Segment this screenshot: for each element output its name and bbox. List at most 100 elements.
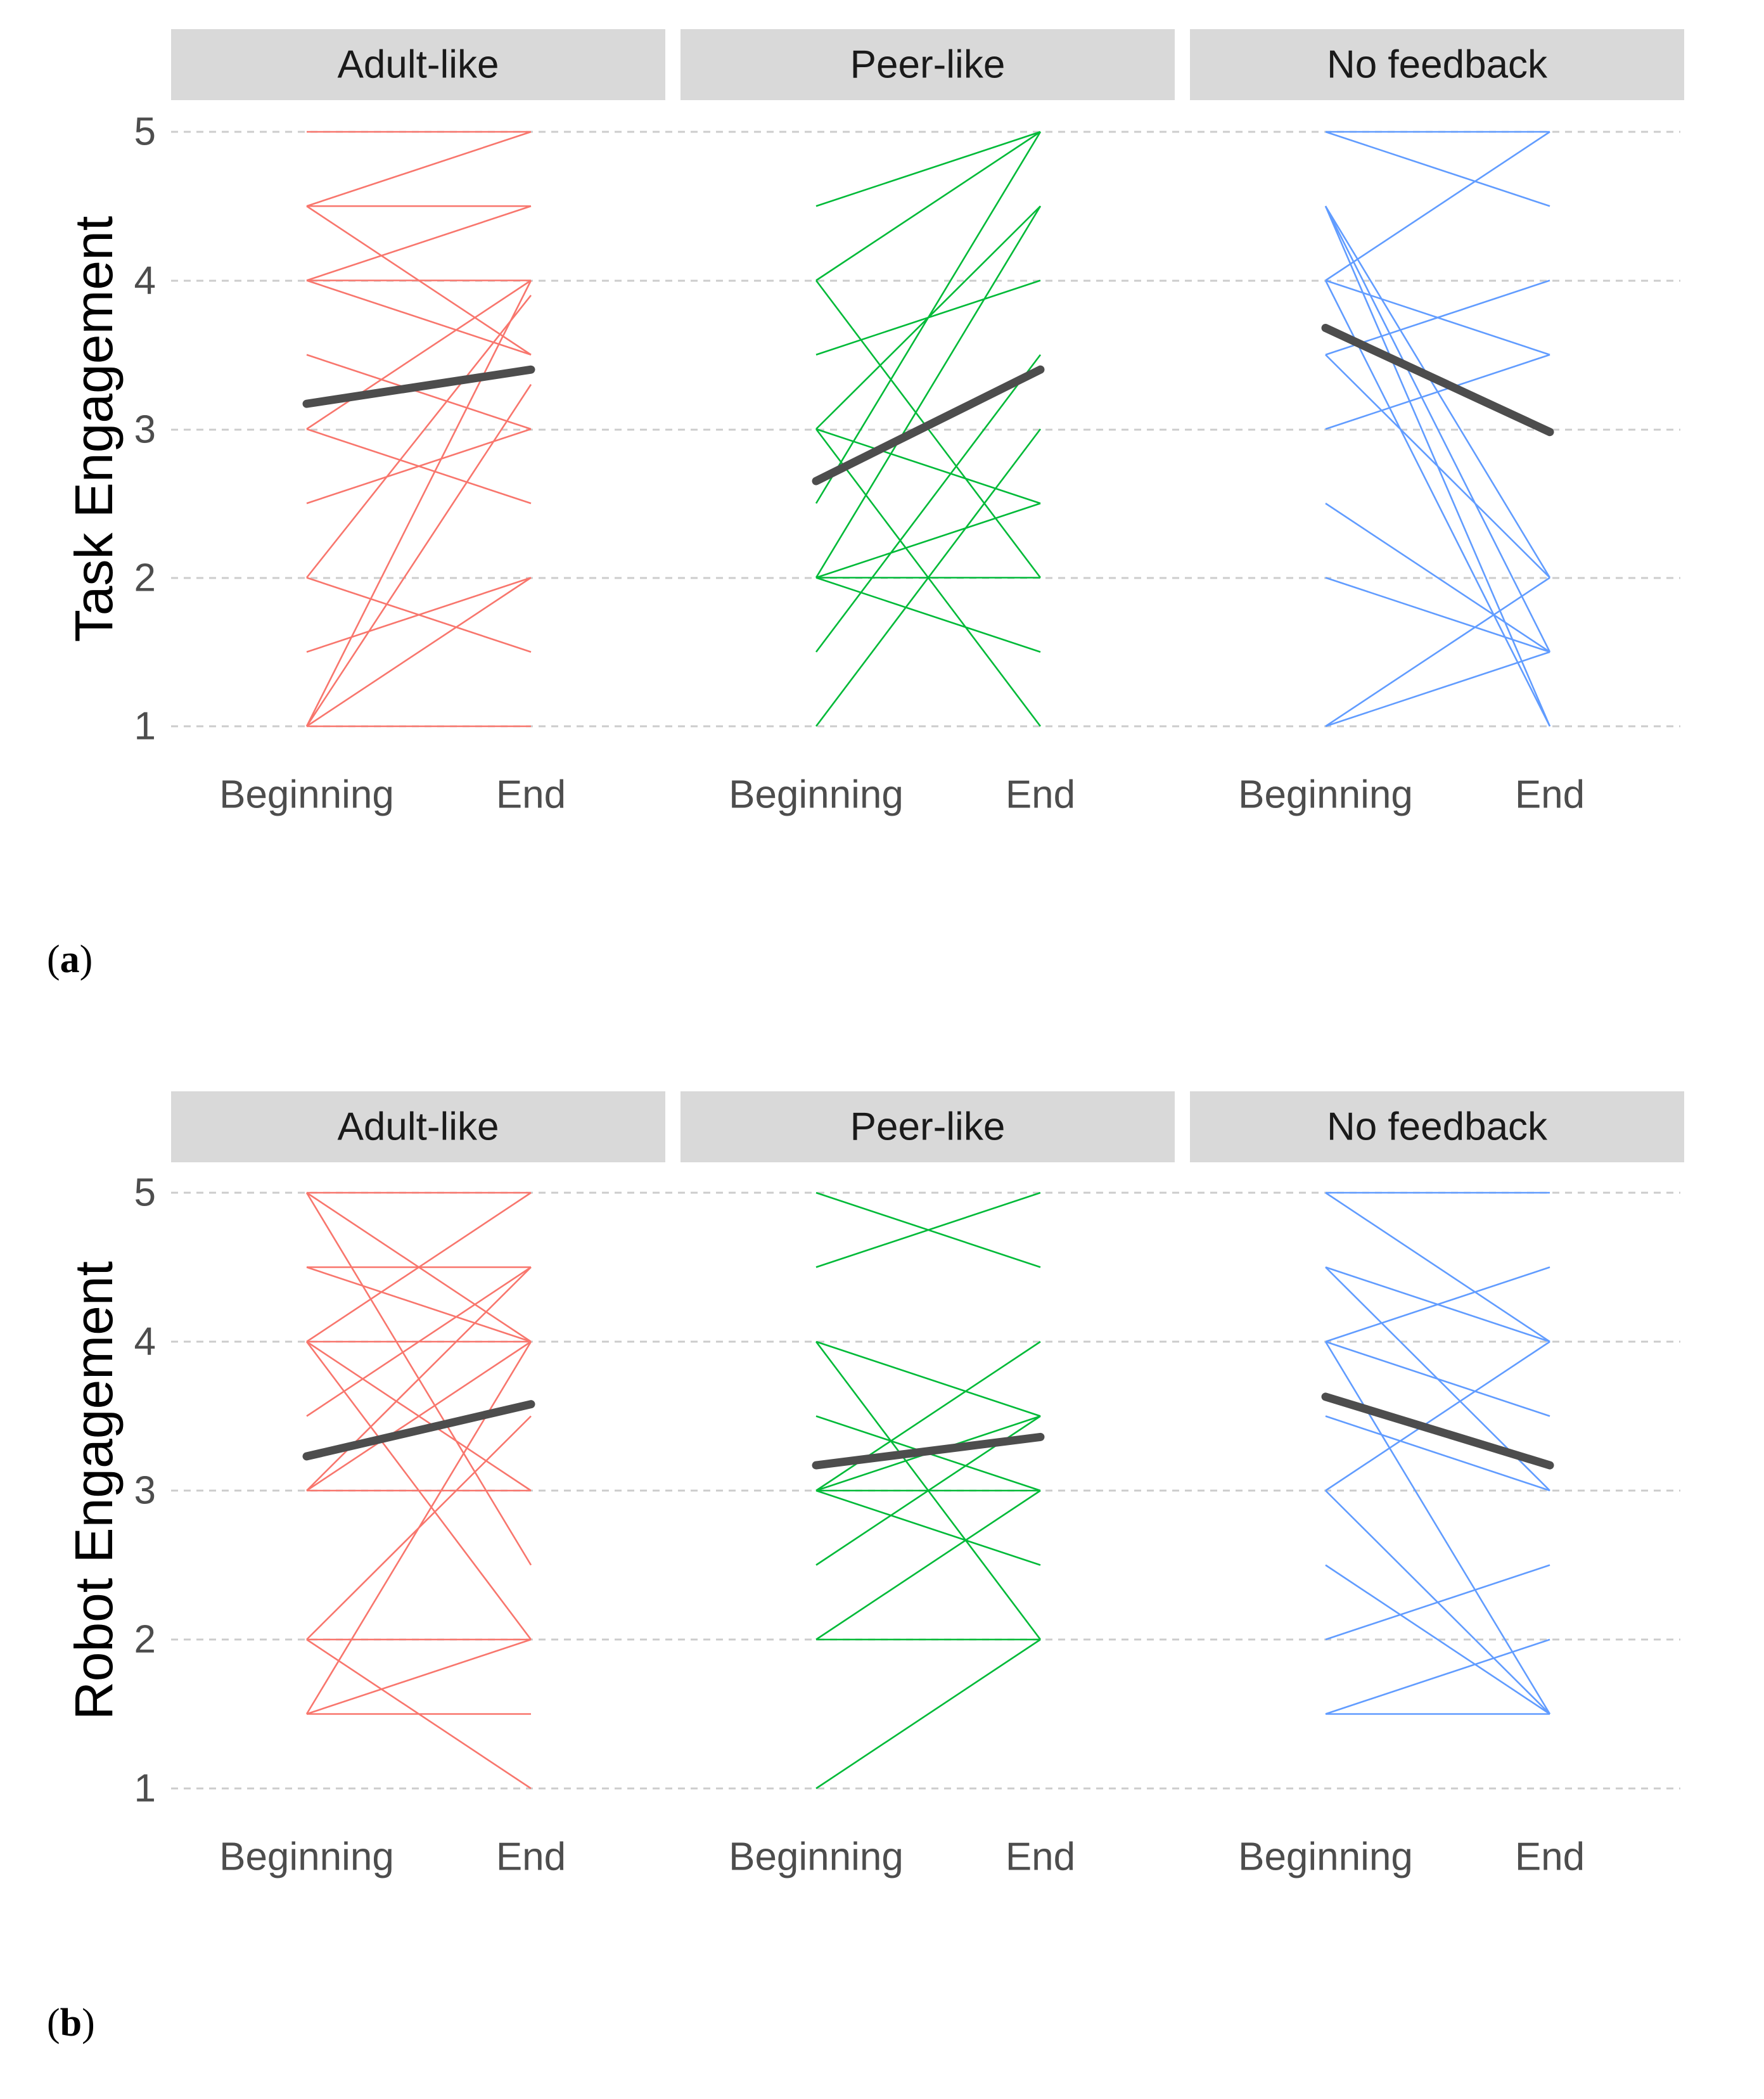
chart-a-peer-mean-line — [812, 365, 1045, 485]
chart-a-peer-participant-line-12 — [815, 577, 1041, 653]
chart-b-nofeedback-participant-line-2 — [1325, 1191, 1550, 1343]
chart-b-xtick-adult-end: End — [496, 1835, 566, 1879]
chart-b-robot-engagement: Adult-like Peer-like No feedback 1 2 3 4… — [47, 1091, 1684, 2044]
chart-a-nofeedback-participant-line-14 — [1325, 577, 1550, 728]
chart-a-nofeedback-participant-line-4 — [1324, 205, 1551, 653]
chart-a-xtick-peer-beginning: Beginning — [729, 773, 904, 817]
chart-b-adult-participant-line-10 — [306, 1266, 532, 1417]
chart-a-nofeedback-participant-line-13 — [1325, 577, 1550, 653]
chart-b-peer-participant-line-11 — [815, 1489, 1041, 1641]
chart-a-adult-mean-line — [302, 365, 535, 408]
chart-b-ytick-4: 4 — [134, 1320, 156, 1364]
chart-a-xtick-peer-end: End — [1006, 773, 1075, 817]
chart-b-peer-participant-line-2 — [815, 1191, 1041, 1268]
chart-b-xtick-nofeedback-end: End — [1515, 1835, 1585, 1879]
chart-b-adult-participant-line-5 — [306, 1266, 532, 1343]
chart-a-nofeedback-participant-line-12 — [1325, 503, 1550, 653]
chart-a-peer-participant-line-2 — [815, 131, 1041, 281]
chart-a-ytick-3: 3 — [134, 408, 156, 452]
chart-b-strip-label-nofeedback: No feedback — [1327, 1105, 1548, 1149]
chart-b-xtick-peer-beginning: Beginning — [729, 1835, 904, 1879]
chart-b-ytick-5: 5 — [134, 1171, 156, 1215]
subfigure-label-b: (b) — [47, 2001, 95, 2044]
chart-b-adult-mean-line — [302, 1400, 535, 1461]
chart-a-strip-nofeedback — [1190, 29, 1684, 100]
chart-a-y-ticks: 1 2 3 4 5 — [134, 110, 156, 748]
chart-b-strip-nofeedback — [1190, 1091, 1684, 1162]
chart-a-ytick-1: 1 — [134, 705, 156, 748]
subfigure-label-a: (a) — [47, 938, 93, 981]
chart-a-strip-peer — [681, 29, 1175, 100]
chart-b-nofeedback-participant-line-11 — [1325, 1564, 1550, 1715]
chart-b-strips: Adult-like Peer-like No feedback — [171, 1091, 1684, 1162]
chart-b-adult-participant-line-6 — [306, 1191, 532, 1343]
chart-a-xtick-adult-beginning: Beginning — [219, 773, 394, 817]
chart-a-strips: Adult-like Peer-like No feedback — [171, 29, 1684, 100]
chart-a-adult-participant-line-7 — [306, 279, 532, 356]
subfigure-label-b-letter: b — [60, 2001, 82, 2044]
chart-b-y-axis-title: Robot Engagement — [64, 1261, 124, 1720]
chart-a-nofeedback-participant-line-6 — [1325, 131, 1550, 281]
chart-b-peer-mean-line — [812, 1432, 1045, 1470]
chart-a-ytick-2: 2 — [134, 556, 156, 600]
chart-a-peer-participant-line-13 — [815, 354, 1042, 653]
chart-a-adult-participant-line-14 — [306, 577, 532, 653]
chart-b-strip-peer — [681, 1091, 1175, 1162]
chart-b-nofeedback-participant-line-12 — [1325, 1564, 1550, 1641]
chart-b-nofeedback-participant-line-13 — [1325, 1638, 1550, 1715]
chart-a-nofeedback-participant-line-1 — [1325, 131, 1550, 207]
chart-b-ytick-1: 1 — [134, 1767, 156, 1811]
chart-a-strip-label-adult: Adult-like — [338, 43, 499, 87]
chart-a-peer-participant-line-14 — [815, 428, 1042, 727]
chart-b-ytick-2: 2 — [134, 1618, 156, 1662]
chart-b-peer-participant-line-9 — [815, 1489, 1041, 1566]
chart-b-y-ticks: 1 2 3 4 5 — [134, 1171, 156, 1811]
chart-b-nofeedback-participant-line-9 — [1325, 1340, 1550, 1492]
chart-b-xtick-nofeedback-beginning: Beginning — [1238, 1835, 1413, 1879]
chart-a-peer-participant-line-10 — [815, 503, 1041, 579]
chart-b-xtick-peer-end: End — [1006, 1835, 1075, 1879]
chart-b-strip-label-peer: Peer-like — [850, 1105, 1006, 1149]
chart-a-y-axis-title: Task Engagement — [64, 216, 124, 642]
chart-b-strip-label-adult: Adult-like — [338, 1105, 499, 1149]
chart-b-peer-participant-line-3 — [815, 1340, 1041, 1417]
chart-b-nofeedback-participant-line-7 — [1324, 1341, 1551, 1715]
chart-a-adult-participant-line-8 — [306, 354, 532, 430]
chart-a-adult-participant-line-16 — [305, 383, 532, 727]
chart-a-adult-participant-line-12 — [305, 295, 532, 579]
chart-a-peer-participant-line-9 — [815, 205, 1042, 579]
chart-b-ytick-3: 3 — [134, 1469, 156, 1513]
chart-a-strip-adult — [171, 29, 665, 100]
chart-b-nofeedback-participant-line-8 — [1325, 1415, 1550, 1492]
chart-a-task-engagement: Adult-like Peer-like No feedback 1 2 3 4… — [47, 29, 1684, 981]
chart-a-peer-participant-line-8 — [815, 131, 1042, 504]
chart-b-adult-participant-line-11 — [306, 1266, 532, 1491]
chart-a-marks — [302, 131, 1554, 728]
chart-a-xtick-nofeedback-beginning: Beginning — [1238, 773, 1413, 817]
chart-a-adult-participant-line-15 — [305, 279, 532, 727]
chart-b-adult-participant-line-12 — [306, 1340, 532, 1492]
chart-b-adult-participant-line-17 — [305, 1341, 532, 1715]
chart-a-adult-participant-line-9 — [306, 279, 532, 430]
chart-b-strip-adult — [171, 1091, 665, 1162]
chart-a-adult-participant-line-17 — [306, 577, 532, 728]
subfigure-label-a-letter: a — [60, 938, 80, 981]
chart-a-ytick-4: 4 — [134, 259, 156, 303]
chart-a-nofeedback-participant-line-8 — [1324, 279, 1551, 727]
chart-a-x-ticks: Beginning End Beginning End Beginning En… — [219, 773, 1585, 817]
chart-a-xtick-nofeedback-end: End — [1515, 773, 1585, 817]
chart-a-nofeedback-participant-line-11 — [1325, 354, 1550, 430]
chart-b-peer-participant-line-13 — [815, 1638, 1041, 1790]
chart-a-ytick-5: 5 — [134, 110, 156, 154]
chart-b-x-ticks: Beginning End Beginning End Beginning En… — [219, 1835, 1585, 1879]
chart-a-peer-participant-line-1 — [815, 131, 1041, 207]
chart-b-xtick-adult-beginning: Beginning — [219, 1835, 394, 1879]
chart-a-strip-label-peer: Peer-like — [850, 43, 1006, 87]
chart-a-nofeedback-participant-line-15 — [1325, 651, 1550, 728]
chart-b-nofeedback-participant-line-5 — [1325, 1266, 1550, 1343]
chart-b-nofeedback-participant-line-6 — [1325, 1340, 1550, 1417]
chart-a-nofeedback-mean-line — [1321, 324, 1554, 437]
chart-b-peer-participant-line-6 — [815, 1340, 1041, 1492]
chart-a-adult-participant-line-2 — [306, 131, 532, 207]
